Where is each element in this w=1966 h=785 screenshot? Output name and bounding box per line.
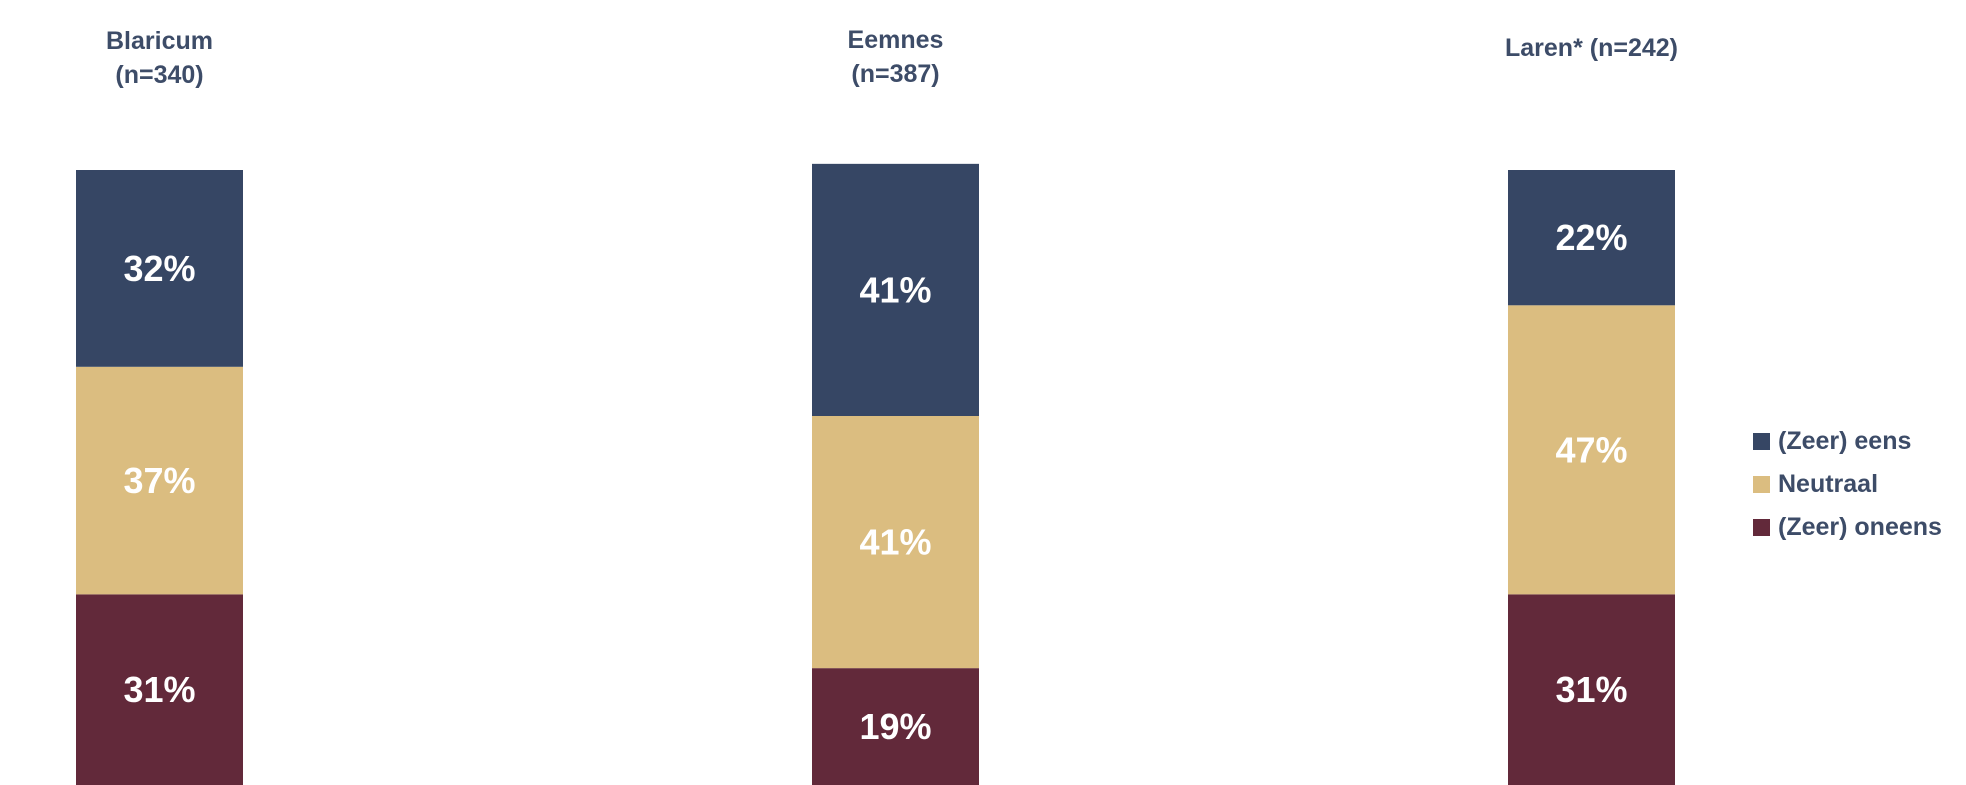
- legend-label-zeer-oneens: (Zeer) oneens: [1778, 513, 1942, 541]
- legend-label-zeer-eens: (Zeer) eens: [1778, 427, 1912, 455]
- category-label-eemnes: Eemnes (n=387): [848, 26, 944, 88]
- category-label-line: (n=340): [115, 61, 203, 89]
- category-label-line: Eemnes: [848, 26, 944, 54]
- legend-swatch-zeer-eens: [1753, 433, 1770, 450]
- category-label-blaricum: Blaricum (n=340): [106, 27, 213, 89]
- bar-segment-neutraal-eemnes: [812, 416, 979, 669]
- data-label-neutraal-blaricum: 37%: [123, 460, 195, 501]
- legend-swatch-neutraal: [1753, 476, 1770, 493]
- bar-segment-zeer-eens-blaricum: [76, 170, 243, 367]
- data-label-zeer-oneens-blaricum: 31%: [123, 669, 195, 710]
- category-label-line: Laren* (n=242): [1505, 34, 1678, 62]
- data-label-zeer-eens-eemnes: 41%: [859, 269, 931, 310]
- legend-swatch-zeer-oneens: [1753, 519, 1770, 536]
- bar-segment-zeer-oneens-laren-n-242: [1508, 594, 1675, 785]
- bar-segment-zeer-oneens-eemnes: [812, 668, 979, 785]
- data-label-neutraal-eemnes: 41%: [859, 522, 931, 563]
- data-label-neutraal-laren-n-242: 47%: [1555, 429, 1627, 470]
- bar-segment-neutraal-laren-n-242: [1508, 305, 1675, 595]
- data-label-zeer-eens-blaricum: 32%: [123, 248, 195, 289]
- category-label-line: (n=387): [851, 60, 939, 88]
- bar-segment-neutraal-blaricum: [76, 366, 243, 595]
- data-label-zeer-eens-laren-n-242: 22%: [1555, 217, 1627, 258]
- legend: (Zeer) eens Neutraal (Zeer) oneens: [1753, 420, 1942, 549]
- legend-label-neutraal: Neutraal: [1778, 470, 1879, 498]
- legend-item-neutraal: Neutraal: [1753, 463, 1942, 506]
- data-label-zeer-oneens-laren-n-242: 31%: [1555, 669, 1627, 710]
- legend-item-zeer-oneens: (Zeer) oneens: [1753, 506, 1942, 549]
- category-label-line: Blaricum: [106, 27, 213, 55]
- data-label-zeer-oneens-eemnes: 19%: [859, 706, 931, 747]
- category-label-laren-n-242: Laren* (n=242): [1505, 34, 1678, 62]
- bar-segment-zeer-oneens-blaricum: [76, 594, 243, 785]
- bar-segment-zeer-eens-eemnes: [812, 163, 979, 416]
- bar-segment-zeer-eens-laren-n-242: [1508, 170, 1675, 306]
- legend-item-zeer-eens: (Zeer) eens: [1753, 420, 1942, 463]
